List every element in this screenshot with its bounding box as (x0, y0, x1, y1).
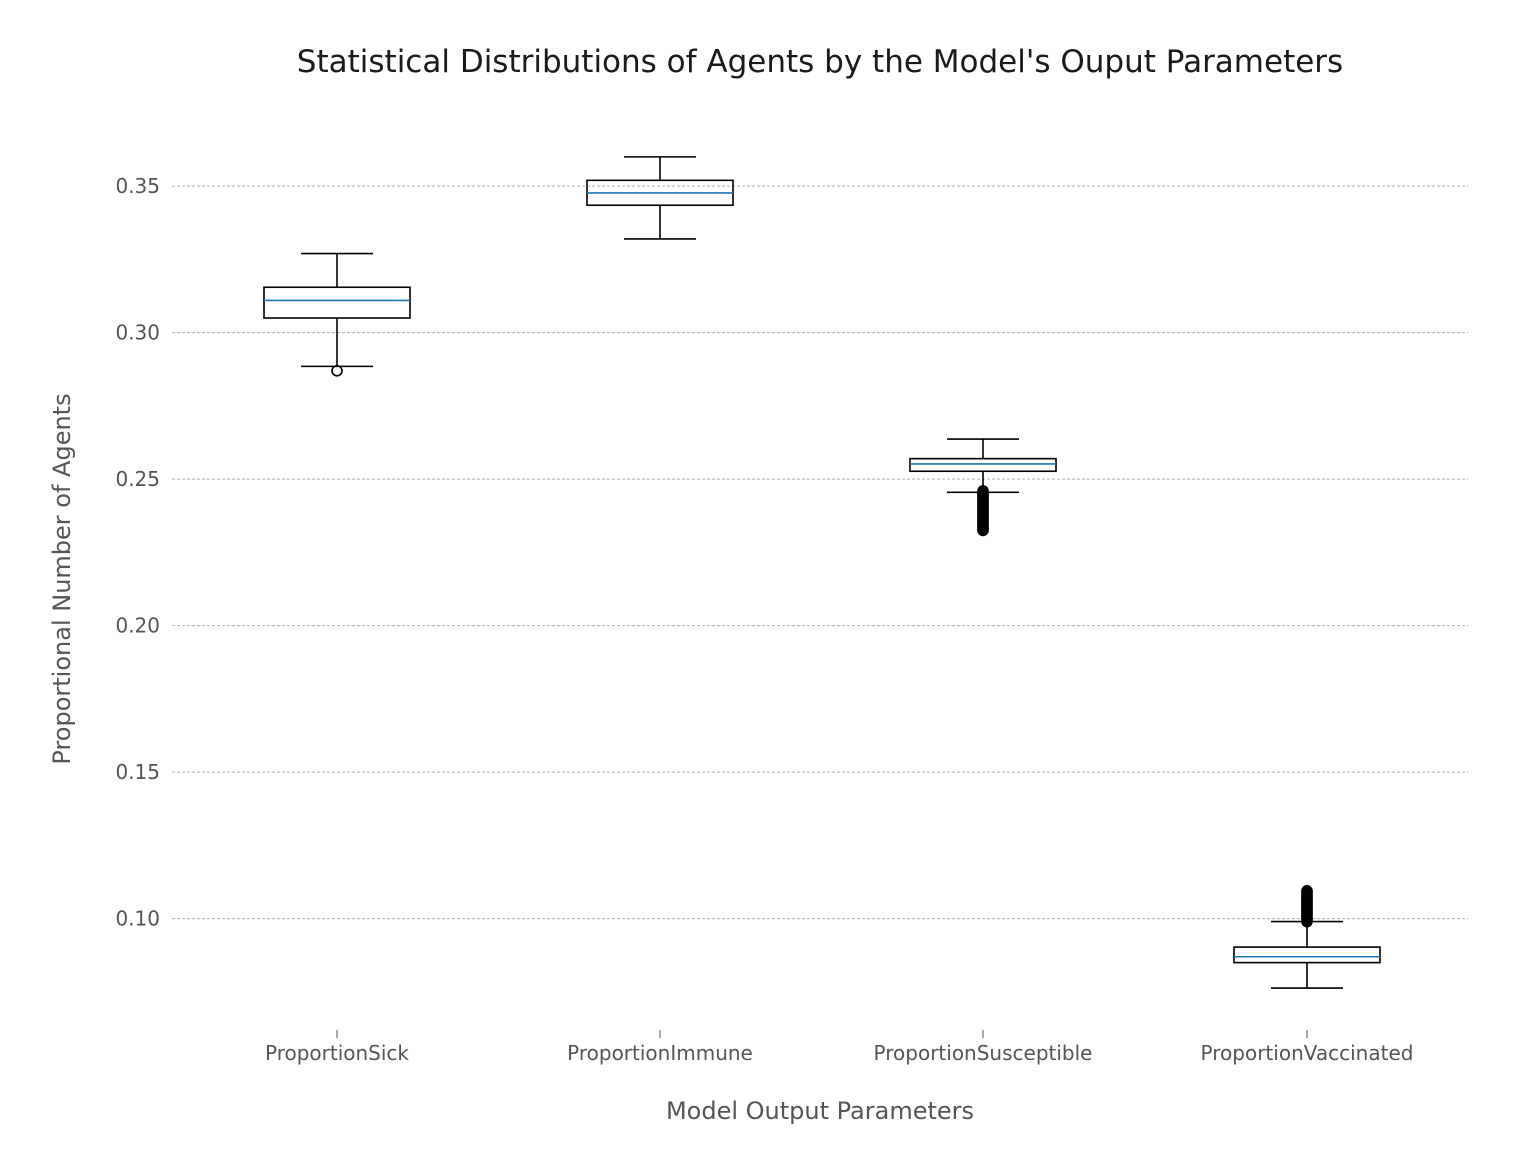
outlier-point (331, 364, 343, 377)
x-tick-label: ProportionImmune (567, 1041, 753, 1065)
y-tick-label: 0.20 (115, 614, 160, 638)
box-iqr (1233, 946, 1381, 964)
y-tick-label: 0.35 (115, 174, 160, 198)
y-tick-label: 0.15 (115, 760, 160, 784)
y-tick-label: 0.25 (115, 467, 160, 491)
outlier-point (977, 524, 989, 537)
chart-title: Statistical Distributions of Agents by t… (296, 44, 1344, 80)
box-iqr (263, 286, 411, 319)
y-tick-label: 0.30 (115, 321, 160, 345)
box-iqr (909, 457, 1057, 473)
x-tick-label: ProportionSusceptible (874, 1041, 1093, 1065)
y-tick-label: 0.10 (115, 907, 160, 931)
x-tick-label: ProportionSick (265, 1041, 409, 1065)
outlier-point (1301, 885, 1313, 897)
x-tick-label: ProportionVaccinated (1201, 1041, 1414, 1065)
x-axis-label: Model Output Parameters (665, 1097, 975, 1125)
